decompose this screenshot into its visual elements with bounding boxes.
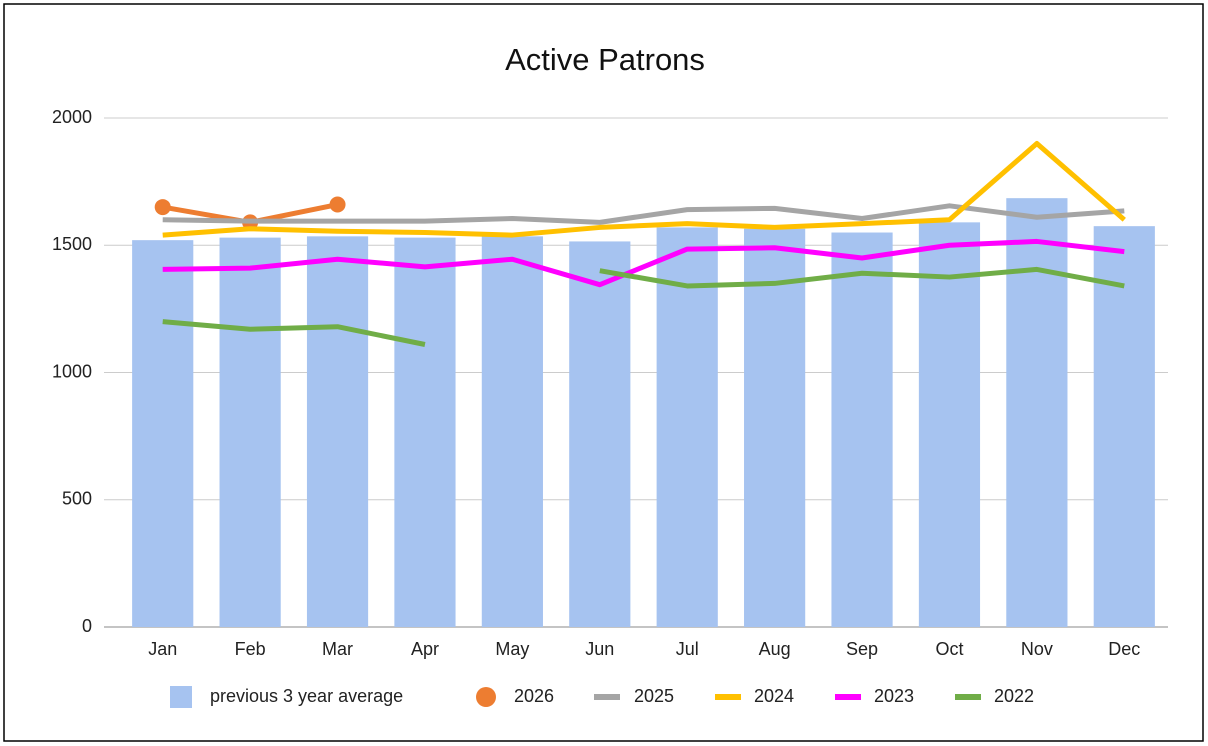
bar [1006,198,1068,628]
legend-swatch [170,686,192,708]
y-tick-label: 0 [82,616,92,636]
line [162,266,1125,347]
bar [1093,226,1155,627]
y-tick-label: 500 [62,489,92,509]
legend-label: 2022 [994,686,1034,706]
x-tick-label: Jan [148,639,177,659]
legend-swatch [476,687,496,707]
legend-label: previous 3 year average [210,686,403,706]
x-tick-label: May [495,639,529,659]
legend-label: 2023 [874,686,914,706]
bar [744,228,806,627]
legend-label: 2025 [634,686,674,706]
x-tick-label: Nov [1021,639,1053,659]
x-tick-label: Apr [411,639,439,659]
y-tick-label: 1000 [52,361,92,381]
bar [569,241,631,627]
bar [656,227,718,627]
bar [394,237,456,628]
x-tick-label: Oct [935,639,963,659]
y-tick-label: 1500 [52,234,92,254]
marker [154,199,171,216]
chart-title: Active Patrons [505,42,705,77]
line [162,140,1126,238]
marker [329,196,346,213]
y-tick-label: 2000 [52,107,92,127]
legend-label: 2026 [514,686,554,706]
bar [831,232,893,627]
x-tick-label: Jul [676,639,699,659]
bar [219,237,281,628]
x-tick-label: Sep [846,639,878,659]
bar [132,240,194,627]
x-tick-label: Aug [759,639,791,659]
line [162,238,1125,288]
x-tick-label: Dec [1108,639,1140,659]
bar [918,222,981,627]
legend-label: 2024 [754,686,794,706]
x-tick-label: Mar [322,639,353,659]
x-tick-label: Feb [235,639,266,659]
bar [481,236,543,627]
x-tick-label: Jun [585,639,614,659]
bar [306,236,369,627]
